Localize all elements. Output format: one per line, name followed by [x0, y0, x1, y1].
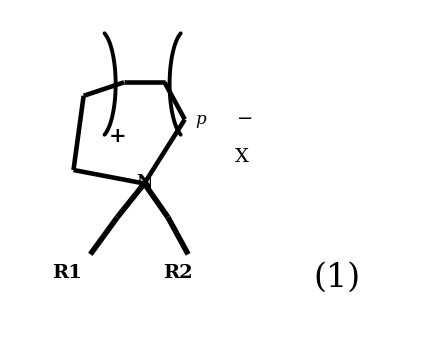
Text: p: p [195, 111, 205, 128]
Text: R1: R1 [52, 265, 82, 283]
Text: N: N [136, 174, 153, 192]
Text: X: X [235, 148, 249, 166]
Text: +: + [108, 126, 126, 146]
Text: −: − [237, 110, 253, 129]
Text: (1): (1) [313, 262, 360, 294]
Text: R2: R2 [163, 265, 193, 283]
